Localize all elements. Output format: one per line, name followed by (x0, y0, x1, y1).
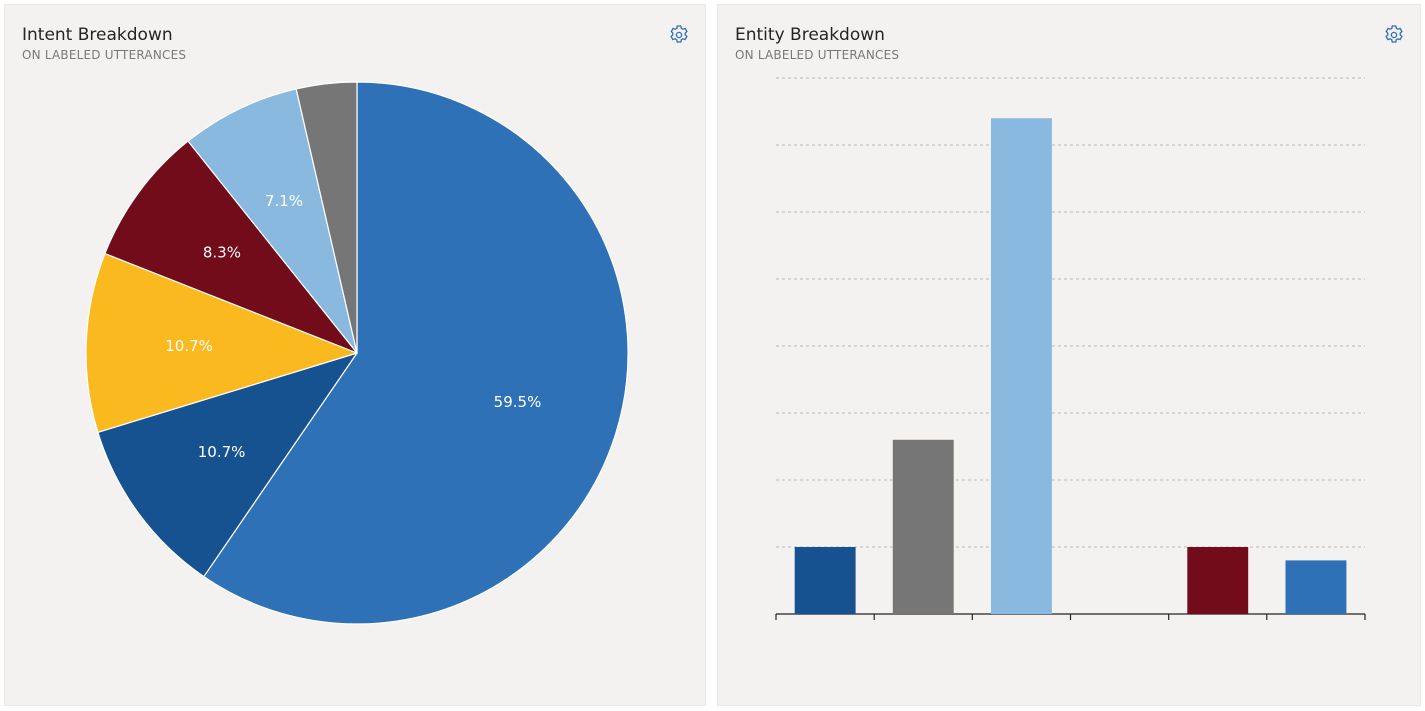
bar[interactable] (892, 439, 954, 614)
intent-panel-title: Intent Breakdown (22, 25, 173, 45)
pie-slice[interactable] (187, 88, 358, 354)
entity-settings-button[interactable] (1382, 23, 1406, 47)
bar[interactable] (794, 547, 856, 614)
bar[interactable] (1285, 560, 1347, 614)
entity-panel-title: Entity Breakdown (735, 25, 885, 45)
pie-slice[interactable] (97, 352, 358, 578)
bar[interactable] (1187, 547, 1249, 614)
slice-label: 10.7% (198, 443, 246, 461)
intent-breakdown-panel: Intent Breakdown ON LABELED UTTERANCES 5… (4, 4, 706, 706)
entity-panel-subtitle: ON LABELED UTTERANCES (735, 48, 900, 62)
entity-breakdown-panel: Entity Breakdown ON LABELED UTTERANCES (717, 4, 1421, 706)
pie-slice[interactable] (85, 252, 358, 433)
slice-label: 8.3% (203, 244, 241, 262)
gear-icon (1382, 23, 1406, 47)
intent-pie-chart: 59.5% 10.7% 10.7% 8.3% 7.1% (85, 81, 629, 625)
slice-label: 59.5% (494, 393, 542, 411)
slice-label: 10.7% (165, 337, 213, 355)
slice-label: 7.1% (265, 192, 303, 210)
pie-slice[interactable] (295, 81, 358, 354)
intent-settings-button[interactable] (667, 23, 691, 47)
gear-icon (667, 23, 691, 47)
bar[interactable] (991, 118, 1052, 614)
intent-panel-subtitle: ON LABELED UTTERANCES (22, 48, 187, 62)
pie-slice[interactable] (203, 81, 629, 625)
pie-slice[interactable] (104, 140, 358, 354)
entity-bar-chart (775, 77, 1366, 620)
